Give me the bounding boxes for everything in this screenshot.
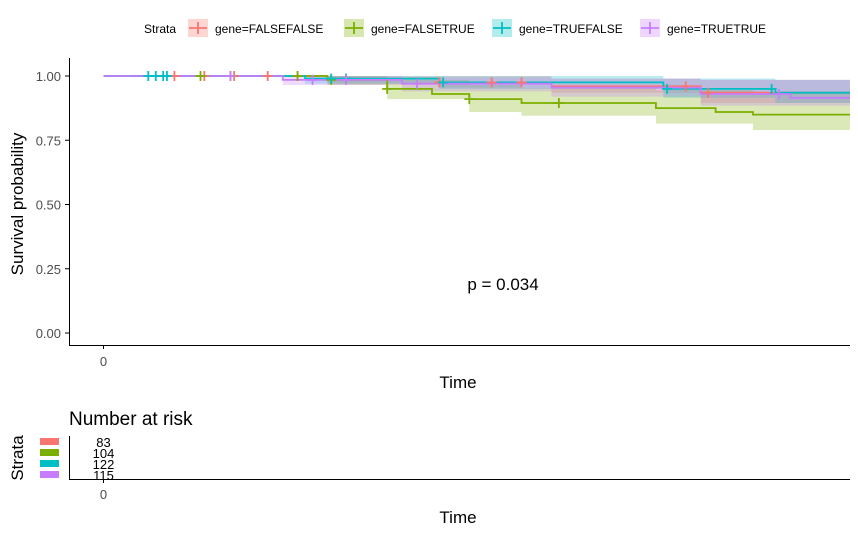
legend-item: gene=TRUEFALSE bbox=[492, 19, 623, 37]
censor-mark bbox=[703, 87, 714, 98]
censor-mark bbox=[262, 71, 273, 81]
survival-curve bbox=[103, 75, 850, 94]
legend-item-label: gene=TRUEFALSE bbox=[519, 22, 623, 36]
y-tick-label: 1.00 bbox=[36, 69, 61, 84]
risk-row-color-key bbox=[40, 438, 59, 445]
risk-table-title: Number at risk bbox=[69, 409, 193, 430]
censor-mark bbox=[774, 88, 785, 99]
censor-mark bbox=[516, 77, 527, 88]
legend-item: gene=FALSETRUE bbox=[344, 19, 475, 37]
y-axis-ticks: 0.00 0.25 0.50 0.75 1.00 bbox=[36, 69, 69, 341]
risk-table-row: 83 bbox=[40, 435, 111, 450]
risk-table-y-axis-title: Strata bbox=[8, 435, 27, 481]
legend-item: gene=TRUETRUE bbox=[640, 19, 766, 37]
censor-mark bbox=[553, 97, 564, 108]
y-tick-label: 0.50 bbox=[36, 198, 61, 213]
legend-items: gene=FALSEFALSE gene=FALSETRUE gene=TRUEFA… bbox=[188, 19, 766, 37]
censor-mark bbox=[766, 83, 777, 94]
risk-table-row: 122 bbox=[40, 457, 114, 472]
censor-mark bbox=[438, 77, 449, 88]
censor-mark bbox=[307, 74, 318, 85]
censor-mark bbox=[341, 74, 352, 85]
censor-marks bbox=[143, 71, 785, 108]
censor-mark bbox=[382, 83, 393, 94]
risk-row-value: 104 bbox=[93, 446, 115, 461]
legend-title: Strata bbox=[144, 22, 176, 36]
y-axis-title: Survival probability bbox=[8, 132, 27, 275]
p-value-label: p = 0.034 bbox=[467, 275, 538, 294]
y-tick-label: 0.75 bbox=[36, 133, 61, 148]
x-axis-title: Time bbox=[439, 373, 476, 392]
censor-mark bbox=[292, 71, 303, 81]
risk-table-row: 104 bbox=[40, 446, 114, 461]
survival-plot: 0.00 0.25 0.50 0.75 1.00 0 Time Survival pro… bbox=[8, 58, 850, 392]
censor-mark bbox=[161, 71, 172, 81]
survival-curve bbox=[103, 75, 850, 99]
legend-item-label: gene=FALSETRUE bbox=[371, 22, 475, 36]
censor-mark bbox=[464, 94, 475, 105]
legend: Strata gene=FALSEFALSE gene=FALSETRUE gene… bbox=[144, 19, 766, 37]
risk-row-color-key bbox=[40, 460, 59, 467]
survival-curves bbox=[103, 75, 850, 116]
censor-mark bbox=[680, 81, 691, 92]
risk-row-value: 115 bbox=[93, 468, 114, 483]
legend-item-label: gene=TRUETRUE bbox=[667, 22, 766, 36]
censor-mark bbox=[195, 71, 206, 81]
x-tick-label: 0 bbox=[100, 354, 107, 369]
y-tick-label: 0.25 bbox=[36, 262, 61, 277]
risk-row-value: 122 bbox=[93, 457, 115, 472]
risk-row-value: 83 bbox=[96, 435, 110, 450]
censor-mark bbox=[412, 78, 423, 89]
risk-row-color-key bbox=[40, 449, 59, 456]
risk-table-x-axis-title: Time bbox=[439, 508, 476, 527]
risk-table-x-tick-label: 0 bbox=[100, 487, 107, 502]
censor-mark bbox=[662, 83, 673, 94]
risk-row-color-key bbox=[40, 471, 59, 478]
confidence-band bbox=[103, 76, 850, 132]
censor-mark bbox=[326, 73, 337, 84]
risk-table-row: 115 bbox=[40, 468, 114, 483]
legend-item-label: gene=FALSEFALSE bbox=[215, 22, 323, 36]
legend-item: gene=FALSEFALSE bbox=[188, 19, 323, 37]
censor-mark bbox=[225, 71, 236, 81]
y-tick-label: 0.00 bbox=[36, 326, 61, 341]
censor-mark bbox=[486, 77, 497, 88]
